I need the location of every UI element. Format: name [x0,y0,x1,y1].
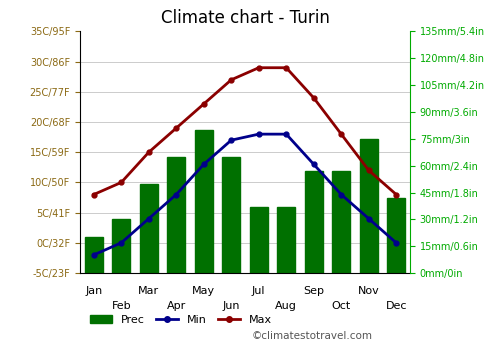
Bar [168,157,185,273]
Text: Dec: Dec [386,301,407,311]
Bar [332,171,350,273]
Text: Feb: Feb [112,301,131,311]
Bar [388,198,405,273]
Legend: Prec, Min, Max: Prec, Min, Max [86,310,277,329]
Bar [222,157,240,273]
Text: Sep: Sep [303,286,324,296]
Bar [360,139,378,273]
Bar [195,130,212,273]
Bar [250,207,268,273]
Text: Mar: Mar [138,286,160,296]
Text: ©climatestotravel.com: ©climatestotravel.com [252,331,372,341]
Text: Jan: Jan [85,286,102,296]
Bar [278,207,295,273]
Title: Climate chart - Turin: Climate chart - Turin [160,9,330,27]
Text: Nov: Nov [358,286,380,296]
Text: Jul: Jul [252,286,266,296]
Bar [112,219,130,273]
Text: Apr: Apr [166,301,186,311]
Text: Aug: Aug [276,301,297,311]
Bar [85,237,102,273]
Bar [305,171,322,273]
Text: Jun: Jun [222,301,240,311]
Text: Oct: Oct [332,301,351,311]
Text: May: May [192,286,216,296]
Bar [140,183,158,273]
